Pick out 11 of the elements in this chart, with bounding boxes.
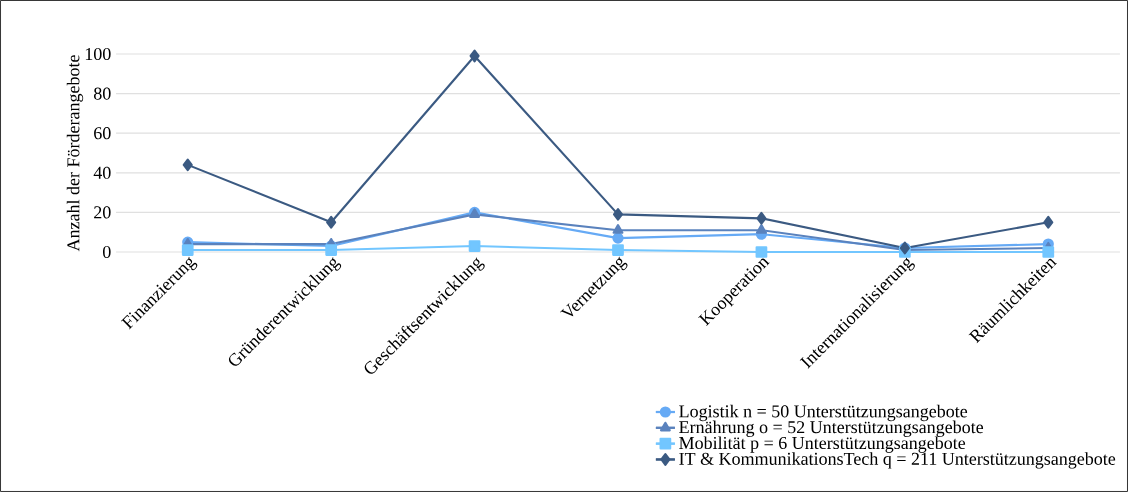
y-tick-label: 100 bbox=[85, 47, 111, 61]
y-tick-label: 20 bbox=[94, 206, 111, 219]
y-tick-label: 0 bbox=[102, 245, 111, 259]
y-tick-label: 40 bbox=[93, 166, 111, 179]
y-tick-label: 80 bbox=[93, 87, 111, 100]
y-tick-label: 60 bbox=[94, 127, 111, 140]
legend-label: Logistik n = 50 Unterstützungsangebote bbox=[679, 404, 968, 422]
legend-label: IT & KommunikationsTech q = 211 Unterstützungsangebote bbox=[679, 452, 1116, 469]
legend-label: Mobilität p = 6 Unterstützungsangebote bbox=[679, 436, 966, 453]
legend-label: Ernährung o = 52 Unterstützungsangebote bbox=[679, 420, 984, 437]
y-axis-title: Anzahl der Förderangebote bbox=[66, 55, 84, 252]
